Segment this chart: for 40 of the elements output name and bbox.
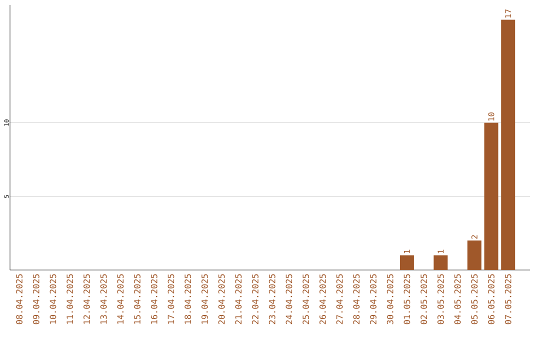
x-tick-label: 28.04.2025 [353, 274, 360, 324]
x-tick-label: 27.04.2025 [336, 274, 343, 324]
x-tick-label: 15.04.2025 [134, 274, 140, 324]
x-tick-label: 01.05.2025 [404, 274, 410, 324]
x-tick-label: 30.04.2025 [386, 274, 394, 324]
data-label: 17 [505, 9, 512, 18]
x-tick-label: 20.04.2025 [218, 274, 225, 324]
x-tick-label: 23.04.2025 [268, 274, 276, 324]
x-tick-label: 12.04.2025 [83, 274, 90, 324]
data-label: 1 [404, 250, 410, 254]
x-tick-label: 11.04.2025 [66, 274, 74, 324]
x-tick-label: 19.04.2025 [201, 274, 208, 324]
x-tick-label: 22.04.2025 [252, 274, 258, 324]
data-label: 10 [488, 112, 494, 121]
x-tick-label: 09.04.2025 [32, 274, 40, 324]
x-tick-label: 04.05.2025 [454, 274, 461, 324]
x-tick-label: 08.04.2025 [16, 274, 22, 324]
x-tick-label: 21.04.2025 [235, 274, 242, 324]
x-tick-label: 14.04.2025 [117, 274, 124, 324]
x-tick-label: 06.05.2025 [488, 274, 494, 324]
bar [434, 255, 448, 270]
data-label: 2 [471, 235, 478, 239]
x-tick-label: 24.04.2025 [286, 274, 292, 324]
x-tick-label: 05.05.2025 [471, 274, 478, 324]
x-tick-label: 18.04.2025 [184, 274, 192, 324]
x-tick-label: 25.04.2025 [302, 274, 310, 324]
x-tick-label: 10.04.2025 [50, 274, 56, 324]
x-tick-label: 16.04.2025 [150, 274, 158, 324]
x-tick-label: 17.04.2025 [168, 274, 174, 324]
x-tick-label: 29.04.2025 [370, 274, 376, 324]
data-label: 1 [438, 250, 444, 254]
x-tick-label: 07.05.2025 [504, 274, 512, 324]
bar [400, 255, 414, 270]
x-tick-label: 02.05.2025 [420, 274, 428, 324]
bar [501, 20, 516, 270]
bar [484, 122, 498, 270]
x-tick-label: 13.04.2025 [100, 274, 107, 324]
bar [467, 240, 482, 270]
x-tick-label: 26.04.2025 [319, 274, 326, 324]
x-tick-label: 03.05.2025 [437, 274, 444, 324]
